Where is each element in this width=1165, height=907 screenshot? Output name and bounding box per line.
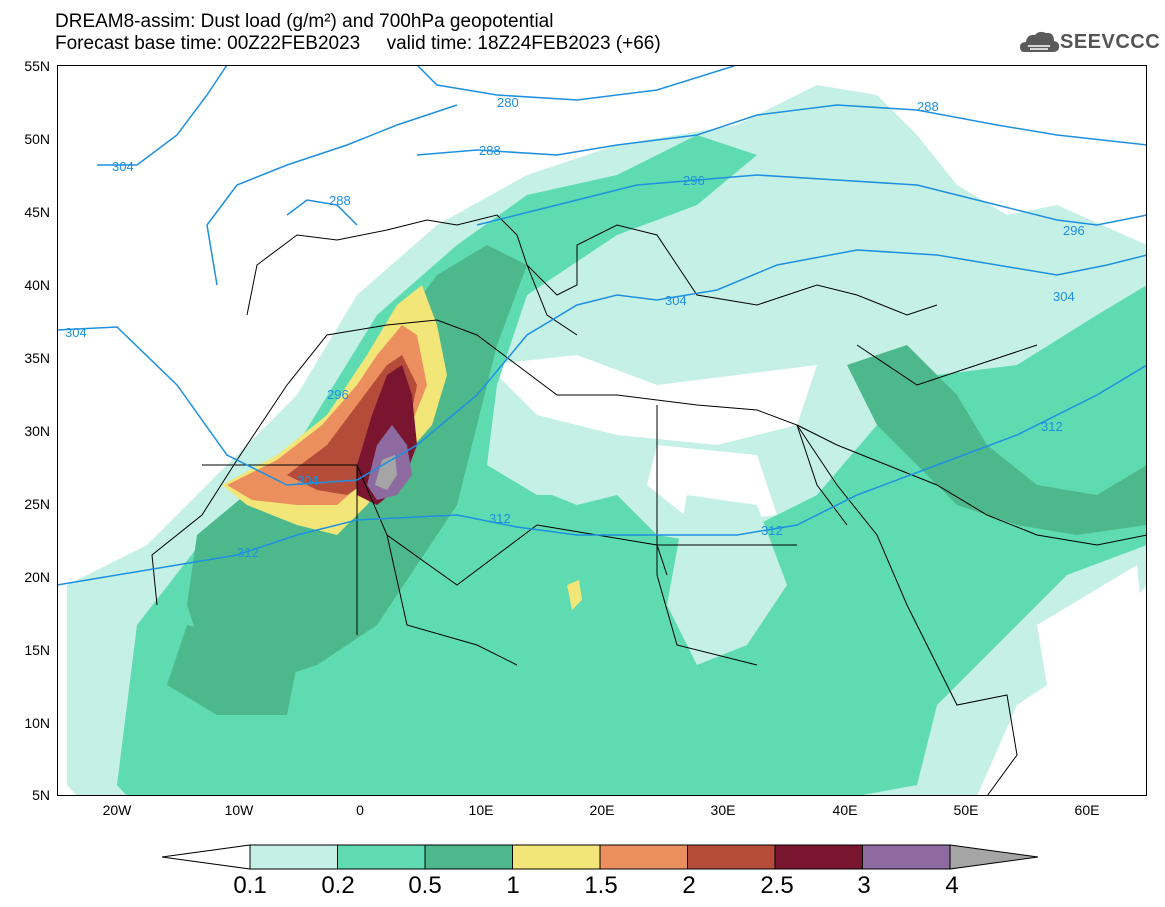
- map-title: DREAM8-assim: Dust load (g/m²) and 700hP…: [55, 11, 554, 32]
- contour-label: 312: [761, 523, 783, 538]
- contour-label: 304: [1053, 289, 1075, 304]
- lon-label: 50E: [953, 802, 979, 818]
- lon-label: 20W: [102, 802, 132, 818]
- colorbar-bin: [599, 844, 688, 870]
- lat-label: 45N: [24, 204, 50, 220]
- colorbar-bin: [249, 844, 338, 870]
- contour-label: 304: [112, 159, 134, 174]
- contour-label: 312: [1041, 419, 1063, 434]
- contour-label: 304: [297, 473, 319, 488]
- colorbar-bin: [687, 844, 776, 870]
- lat-label: 40N: [24, 277, 50, 293]
- colorbar-label: 0.2: [321, 872, 355, 899]
- colorbar-bin: [424, 844, 513, 870]
- colorbar-bin: [862, 844, 951, 870]
- geopotential-contours: [57, 65, 1147, 586]
- lon-label: 30E: [710, 802, 736, 818]
- lat-label: 55N: [24, 58, 50, 74]
- colorbar-label: 0.1: [233, 872, 267, 899]
- lat-label: 35N: [24, 350, 50, 366]
- contour-label: 280: [497, 95, 519, 110]
- lon-label: 10W: [224, 802, 254, 818]
- contour-label: 304: [65, 325, 87, 340]
- contour-label: 296: [327, 387, 349, 402]
- colorbar-label: 0.5: [408, 872, 442, 899]
- colorbar-label: 4: [945, 872, 959, 899]
- colorbar-label: 3: [857, 872, 871, 899]
- lon-label: 20E: [589, 802, 615, 818]
- colorbar: [161, 844, 1039, 870]
- contour-label: 312: [237, 545, 259, 560]
- lat-label: 15N: [24, 642, 50, 658]
- contour-label: 304: [665, 293, 687, 308]
- contour-label: 296: [683, 173, 705, 188]
- lon-label: 60E: [1074, 802, 1100, 818]
- colorbar-label: 1: [506, 872, 520, 899]
- contour-label: 288: [479, 143, 501, 158]
- dust-map: 280 288 288 288 296 296 296 304 304 304 …: [57, 65, 1147, 796]
- contour-labels: 280 288 288 288 296 296 296 304 304 304 …: [65, 95, 1085, 560]
- colorbar-label: 2: [682, 872, 696, 899]
- colorbar-bin: [337, 844, 426, 870]
- dust-shading: [67, 85, 1147, 796]
- contour-label: 312: [489, 511, 511, 526]
- contour-label: 296: [1063, 223, 1085, 238]
- coastlines: [151, 214, 1147, 796]
- lat-label: 5N: [32, 787, 50, 803]
- contour-label: 288: [917, 99, 939, 114]
- colorbar-label: 1.5: [584, 872, 618, 899]
- lon-label: 40E: [832, 802, 858, 818]
- colorbar-bin: [512, 844, 601, 870]
- lat-label: 30N: [24, 423, 50, 439]
- cloud-logo-icon: [1020, 31, 1060, 52]
- lat-label: 10N: [24, 715, 50, 731]
- lat-label: 25N: [24, 496, 50, 512]
- colorbar-label: 2.5: [760, 872, 794, 899]
- lon-label: 10E: [468, 802, 494, 818]
- lat-label: 20N: [24, 569, 50, 585]
- lat-label: 50N: [24, 131, 50, 147]
- lon-label: 0: [356, 802, 364, 818]
- map-subtitle: Forecast base time: 00Z22FEB2023 valid t…: [55, 33, 661, 54]
- colorbar-bin: [774, 844, 863, 870]
- contour-label: 288: [329, 193, 351, 208]
- logo-text: SEEVCCC: [1060, 31, 1161, 53]
